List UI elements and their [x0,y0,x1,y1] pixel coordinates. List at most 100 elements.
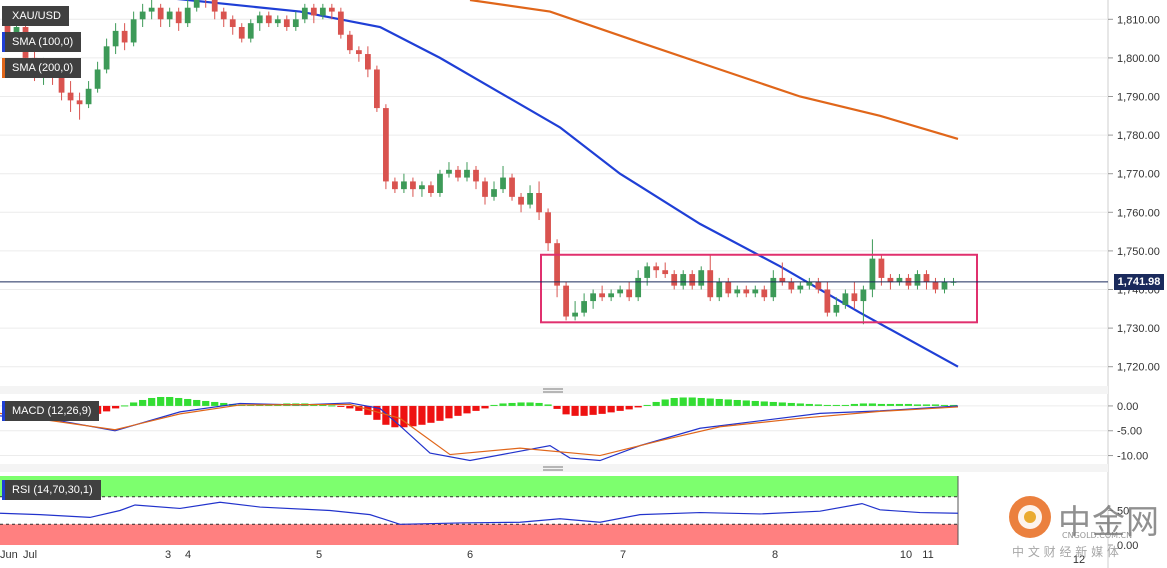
candle-body [698,270,705,286]
macd-histogram-bar [841,404,849,406]
candle-body [779,277,786,282]
sma100-label: SMA (100,0) [12,36,74,48]
macd-histogram-bar [850,403,858,406]
macd-histogram-bar [454,405,462,416]
macd-histogram-bar [445,405,453,419]
candle-body [590,293,597,302]
price-tick-label: 1,770.00 [1117,169,1160,181]
macd-label: MACD (12,26,9) [12,405,92,417]
macd-histogram-bar [571,405,579,416]
sma200-line [469,0,959,141]
macd-histogram-bar [877,403,886,406]
candle-body [752,289,759,294]
macd-histogram-bar [418,405,426,425]
candle-body [67,92,74,101]
candle-body [563,285,569,317]
candle-body [617,289,624,294]
signal-line [0,403,959,457]
candle-body [355,50,362,55]
x-axis-labels: Jun Jul 3 4 5 6 7 8 10 11 12 [0,549,1085,566]
macd-histogram-bar [697,397,705,406]
macd-histogram-bar [328,405,336,407]
rsi-label: RSI (14,70,30,1) [12,484,93,496]
candle-body [446,169,452,174]
price-tick-label: 1,800.00 [1117,53,1160,65]
macd-histogram-bar [373,405,381,420]
candle-body [247,23,254,39]
candle-body [896,277,903,282]
candle-body [680,274,687,286]
macd-tick-label: -10.00 [1117,451,1148,463]
candle-body [464,169,470,178]
macd-histogram-bar [859,403,868,406]
candle-body [608,293,615,298]
candle-body [500,177,506,190]
rsi-zones [0,476,959,545]
panel-divider[interactable] [0,464,1108,472]
candle-body [932,281,939,290]
macd-histogram-bar [634,405,642,408]
rsi-legend[interactable]: RSI (14,70,30,1) [2,480,101,500]
x-axis-label: 7 [620,549,626,561]
macd-histogram-bar [490,404,498,406]
candle-body [572,312,578,317]
candle-body [653,266,660,271]
macd-histogram-bar [661,399,669,406]
candle-body [554,243,560,286]
last-price-value: 1,741.98 [1117,275,1161,288]
macd-histogram-bar [112,405,120,409]
macd-histogram-bar [319,404,327,406]
candle-body [725,281,732,294]
candle-body [824,289,831,313]
candle-body [599,293,606,298]
macd-histogram-bar [355,405,363,411]
candle-body [374,69,380,109]
x-axis-label: 3 [165,549,171,561]
candle-body [851,293,858,302]
candle-body [94,69,101,89]
candle-body [130,19,137,43]
candle-body [473,169,479,182]
rsi-tick-label: 50 [1117,506,1129,518]
macd-histogram-bar [562,405,570,415]
rsi-axis-ticks: 500.00 [1108,506,1138,552]
macd-histogram-bar [481,405,489,409]
drag-handle-icon[interactable] [543,466,563,471]
candle-body [148,7,155,12]
macd-histogram-bar [913,404,922,406]
macd-histogram-bar [652,401,660,406]
macd-legend[interactable]: MACD (12,26,9) [2,401,100,421]
macd-histogram-bar [931,404,940,406]
macd-histogram-bar [382,405,390,425]
macd-histogram-bar [400,405,408,428]
candle-body [626,289,633,298]
candle-body [788,281,795,290]
macd-histogram-bar [886,403,895,406]
macd-histogram-bar [166,396,174,406]
macd-swatch [2,401,5,421]
macd-histogram-bar [895,403,904,406]
macd-histogram-bar [778,402,786,406]
drag-handle-icon[interactable] [543,388,563,393]
macd-histogram-bar [130,402,138,406]
macd-histogram-bar [733,399,741,406]
symbol-legend[interactable]: XAU/USD [2,6,69,26]
candle-body [671,274,678,286]
sma100-swatch [2,32,5,52]
watermark-name: 中金网 [1058,502,1160,541]
macd-histogram-bar [688,397,696,406]
panel-divider[interactable] [0,386,1108,394]
macd-histogram-bar [598,405,606,414]
macd-histogram-bar [175,397,183,406]
candle-body [310,7,317,16]
candle-body [941,281,948,290]
range-box [540,253,978,324]
candle-body [85,88,92,105]
sma200-legend[interactable]: SMA (200,0) [2,58,82,78]
candle-body [914,274,921,286]
candle-body [319,7,326,16]
sma100-legend[interactable]: SMA (100,0) [2,32,82,52]
rsi-tick-label: 0.00 [1117,540,1138,552]
candle-body [482,181,488,197]
